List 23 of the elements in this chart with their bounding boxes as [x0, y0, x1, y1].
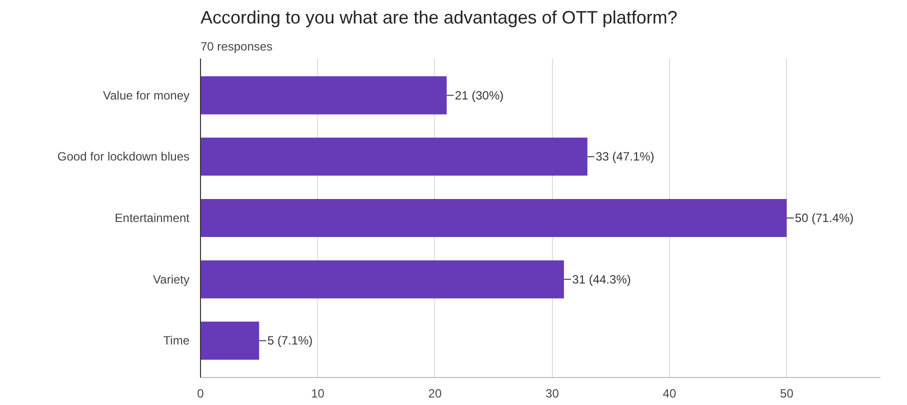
y-tick-label: Value for money [103, 88, 190, 102]
bar [200, 198, 787, 238]
chart-subtitle: 70 responses [200, 40, 273, 54]
y-tick-label: Good for lockdown blues [57, 150, 190, 164]
x-tick-label: 40 [662, 386, 676, 400]
bar [200, 260, 564, 298]
data-label: 31 (44.3%) [572, 272, 631, 286]
chart-title: According to you what are the advantages of OTT platform? [200, 8, 678, 28]
x-tick-label: 10 [311, 386, 325, 400]
y-tick-label: Entertainment [114, 211, 190, 225]
data-label: 21 (30%) [454, 88, 504, 102]
x-tick-label: 50 [780, 386, 794, 400]
x-tick-label: 20 [428, 386, 442, 400]
x-tick-label: 0 [197, 386, 204, 400]
y-tick-label: Variety [153, 272, 190, 286]
y-tick-label: Time [163, 334, 190, 348]
data-label: 5 (7.1%) [267, 334, 313, 348]
x-tick-label: 30 [546, 386, 560, 400]
data-label: 50 (71.4%) [794, 211, 854, 225]
data-label: 33 (47.1%) [596, 150, 654, 164]
bar [200, 138, 588, 176]
bar [200, 76, 447, 114]
bar [200, 322, 260, 360]
